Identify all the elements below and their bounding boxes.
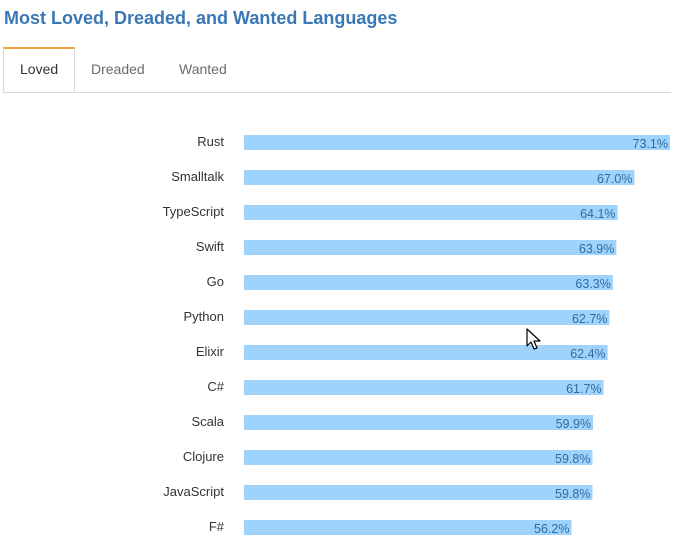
value-label: 63.9% bbox=[579, 242, 614, 256]
bar bbox=[244, 310, 610, 325]
value-label: 59.9% bbox=[556, 417, 591, 431]
category-label: Smalltalk bbox=[171, 169, 224, 184]
value-label: 62.7% bbox=[572, 312, 607, 326]
bar bbox=[244, 450, 593, 465]
mouse-pointer-icon bbox=[526, 328, 541, 350]
category-label: JavaScript bbox=[163, 484, 224, 499]
tab-dreaded[interactable]: Dreaded bbox=[91, 61, 145, 77]
value-label: 59.8% bbox=[555, 487, 590, 501]
value-label: 59.8% bbox=[555, 452, 590, 466]
value-label: 73.1% bbox=[633, 137, 668, 151]
category-label: Clojure bbox=[183, 449, 224, 464]
category-label: Rust bbox=[197, 134, 224, 149]
page-title: Most Loved, Dreaded, and Wanted Language… bbox=[4, 8, 398, 28]
tab-bar: Loved Dreaded Wanted bbox=[3, 47, 671, 93]
category-label: C# bbox=[207, 379, 224, 394]
category-label: Go bbox=[207, 274, 224, 289]
bar bbox=[244, 170, 635, 185]
tab-wanted[interactable]: Wanted bbox=[179, 61, 227, 77]
bar bbox=[244, 205, 618, 220]
bar bbox=[244, 485, 593, 500]
value-label: 56.2% bbox=[534, 522, 569, 536]
bar bbox=[244, 240, 617, 255]
bar bbox=[244, 520, 572, 535]
category-label: Python bbox=[184, 309, 224, 324]
value-label: 63.3% bbox=[575, 277, 610, 291]
bar bbox=[244, 380, 604, 395]
value-label: 61.7% bbox=[566, 382, 601, 396]
bar bbox=[244, 415, 594, 430]
bar bbox=[244, 275, 613, 290]
bar bbox=[244, 345, 608, 360]
value-label: 62.4% bbox=[570, 347, 605, 361]
category-label: Swift bbox=[196, 239, 225, 254]
value-label: 64.1% bbox=[580, 207, 615, 221]
category-label: TypeScript bbox=[163, 204, 225, 219]
category-label: Elixir bbox=[196, 344, 225, 359]
value-label: 67.0% bbox=[597, 172, 632, 186]
category-label: F# bbox=[209, 519, 225, 534]
tab-loved[interactable]: Loved bbox=[3, 47, 76, 92]
bar bbox=[244, 135, 670, 150]
category-label: Scala bbox=[191, 414, 224, 429]
